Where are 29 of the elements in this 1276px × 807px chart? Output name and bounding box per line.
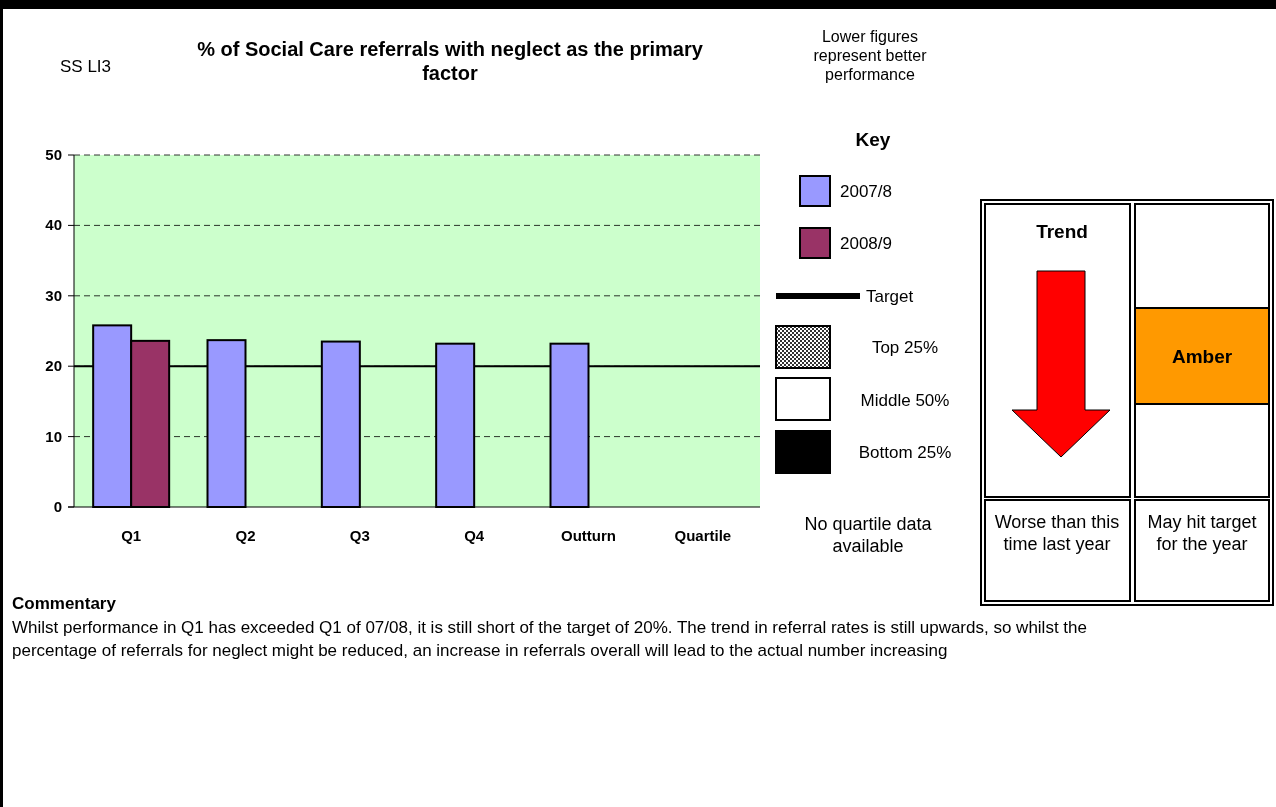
x-tick-label: Q1 [121, 527, 142, 544]
y-tick-label: 20 [45, 357, 62, 375]
legend-label: 2008/9 [840, 234, 892, 253]
text: Commentary [12, 594, 117, 613]
x-tick-label: Q4 [464, 527, 485, 544]
text: SS LI3 [60, 57, 112, 76]
text: Middle 50% [860, 391, 950, 410]
y-tick-label: 50 [45, 146, 62, 163]
x-tick-label: Outturn [561, 527, 616, 544]
chart-title: % of Social Care referrals with neglect as the primary factor [197, 38, 704, 84]
y-tick-label: 40 [45, 216, 62, 234]
legend-label: Target [866, 287, 914, 306]
y-tick-label: 0 [53, 498, 62, 515]
text: Bottom 25% [858, 443, 952, 462]
text: Lower figures represent better performance [813, 28, 928, 84]
y-tick-label: 10 [45, 427, 62, 445]
text: Amber [1171, 346, 1233, 367]
text: May hit target for the year [1147, 512, 1257, 554]
text: No quartile data available [804, 514, 933, 556]
x-tick-label: Q3 [349, 527, 370, 544]
text: Key [855, 129, 891, 150]
x-tick-label: Quartile [674, 527, 732, 544]
text: Whilst performance in Q1 has exceeded Q1 of 07/08, it is still short of the target of 20%. The trend in referral rates is still upwards, so whilst the percentage of referrals for neglect might be reduced, an increase in referrals overall will lead to the actual number increasing [12, 618, 1087, 660]
legend-label: 2007/8 [840, 182, 892, 201]
y-tick-label: 30 [45, 286, 62, 304]
text: Top 25% [871, 338, 939, 357]
text: Trend [1036, 221, 1088, 242]
x-tick-label: Q2 [235, 527, 256, 544]
text: Worse than this time last year [994, 512, 1120, 554]
